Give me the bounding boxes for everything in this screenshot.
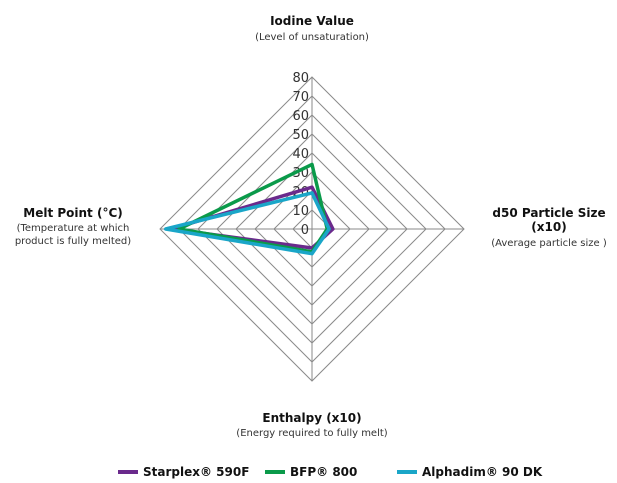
axis-title: d50 Particle Size xyxy=(492,206,605,220)
series-layer xyxy=(163,162,335,256)
axis-labels: Iodine Value (Level of unsaturation) d50 P… xyxy=(15,14,607,439)
axis-title: Iodine Value xyxy=(270,14,354,28)
tick-label: 70 xyxy=(292,90,309,105)
legend-label: BFP® 800 xyxy=(290,465,357,479)
axis-subtitle: (Level of unsaturation) xyxy=(255,32,369,43)
axis-subtitle: (Energy required to fully melt) xyxy=(236,428,387,439)
legend-label: Starplex® 590F xyxy=(143,465,249,479)
tick-label: 40 xyxy=(292,147,309,162)
tick-label: 50 xyxy=(292,128,309,143)
axis-title: Enthalpy (x10) xyxy=(262,411,361,425)
axis-title: (x10) xyxy=(531,220,566,234)
grid-layer xyxy=(159,76,465,382)
axis-title: Melt Point (°C) xyxy=(23,206,123,220)
axis-subtitle: (Temperature at which xyxy=(17,223,130,234)
axis-subtitle: (Average particle size ) xyxy=(491,238,607,249)
axis-subtitle: product is fully melted) xyxy=(15,236,131,247)
legend: Starplex® 590F BFP® 800 Alphadim® 90 DK xyxy=(118,465,543,479)
tick-label: 60 xyxy=(292,109,309,124)
tick-label: 80 xyxy=(292,71,309,86)
tick-label: 10 xyxy=(292,204,309,219)
tick-label: 0 xyxy=(301,223,309,238)
legend-label: Alphadim® 90 DK xyxy=(422,465,543,479)
series-line xyxy=(163,191,331,256)
